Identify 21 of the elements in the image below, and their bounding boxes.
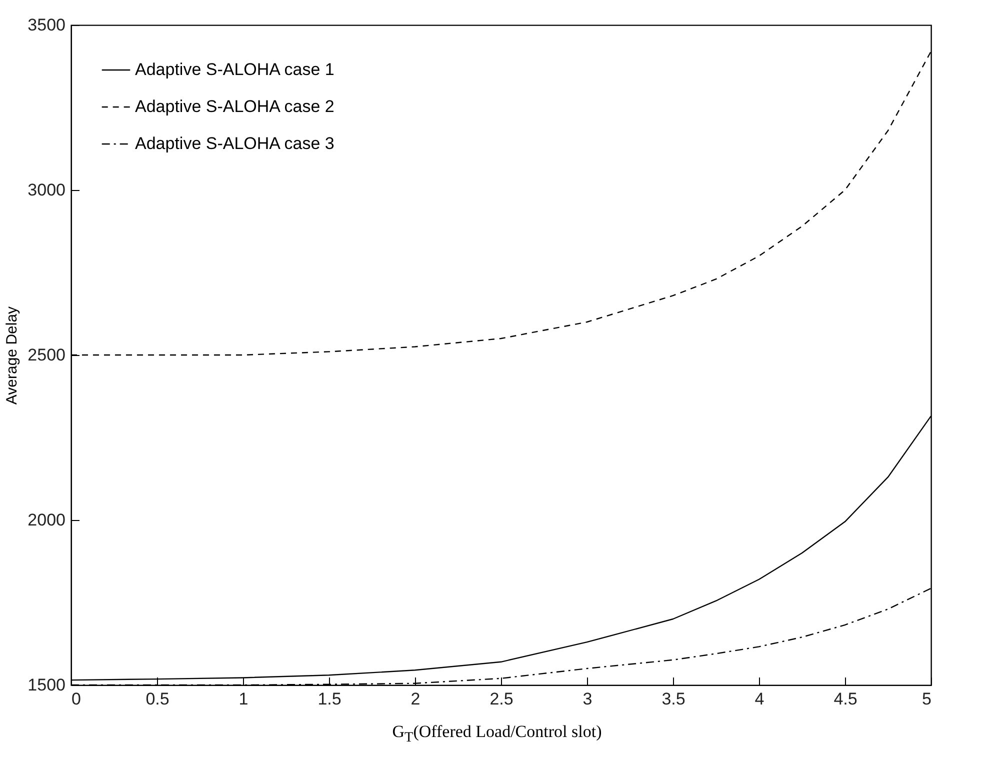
x-tick-label: 4 <box>754 690 764 708</box>
x-tick-label: 1 <box>238 690 248 708</box>
y-axis-title: Average Delay <box>4 306 21 405</box>
legend-label: Adaptive S-ALOHA case 3 <box>135 134 334 153</box>
y-tick-label: 3000 <box>28 180 66 200</box>
x-tick-label: 3.5 <box>662 690 686 708</box>
x-tick-label: 2 <box>410 690 420 708</box>
y-tick-label: 1500 <box>28 676 66 694</box>
x-tick-label: 2.5 <box>490 690 514 708</box>
legend-label: Adaptive S-ALOHA case 1 <box>135 60 334 79</box>
x-tick-label: 4.5 <box>834 690 858 708</box>
x-tick-label: 0 <box>72 690 81 708</box>
y-tick-label: 2000 <box>28 510 66 530</box>
legend-label: Adaptive S-ALOHA case 2 <box>135 97 334 116</box>
x-tick-label: 5 <box>922 690 932 708</box>
x-tick-label: 1.5 <box>318 690 342 708</box>
x-axis-title: G$_{T}$(Offered Load/Control slot) <box>391 722 603 746</box>
y-tick-label: 2500 <box>28 346 66 364</box>
x-tick-label: 0.5 <box>146 690 170 708</box>
x-tick-label: 3 <box>582 690 592 708</box>
y-tick-label: 3500 <box>28 16 66 34</box>
